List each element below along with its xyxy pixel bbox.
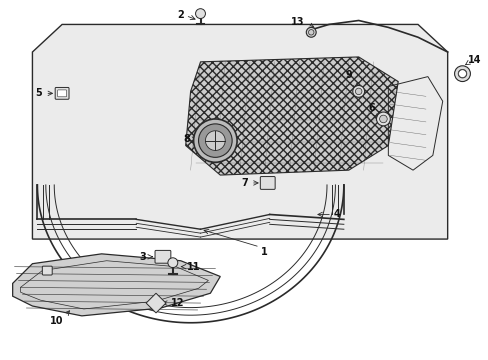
Text: 14: 14 [468,55,481,65]
Circle shape [308,30,313,35]
Circle shape [454,66,469,82]
Text: 12: 12 [170,298,184,308]
FancyBboxPatch shape [155,251,170,263]
Text: 13: 13 [290,18,304,27]
Text: 10: 10 [50,316,64,326]
Circle shape [379,115,386,123]
FancyBboxPatch shape [58,90,66,97]
Text: 6: 6 [368,103,375,113]
Polygon shape [146,293,165,313]
FancyBboxPatch shape [55,87,69,99]
Circle shape [457,69,466,78]
Text: 8: 8 [183,134,190,144]
Circle shape [198,124,232,157]
Text: 9: 9 [345,69,351,80]
Circle shape [352,85,364,97]
Circle shape [376,112,389,126]
Polygon shape [13,254,220,316]
Polygon shape [185,57,397,175]
Polygon shape [32,24,447,239]
Circle shape [305,27,316,37]
Circle shape [205,131,225,150]
Text: 1: 1 [261,247,267,257]
Text: 4: 4 [333,210,340,220]
Circle shape [195,9,205,18]
Circle shape [193,119,237,162]
Circle shape [458,70,466,78]
Text: 3: 3 [139,252,146,262]
Text: 7: 7 [241,178,247,188]
Text: 11: 11 [186,262,200,272]
Text: 5: 5 [36,88,42,98]
Circle shape [167,258,178,267]
FancyBboxPatch shape [260,176,275,189]
Text: 2: 2 [177,10,183,19]
Circle shape [355,88,361,95]
FancyBboxPatch shape [42,266,52,275]
